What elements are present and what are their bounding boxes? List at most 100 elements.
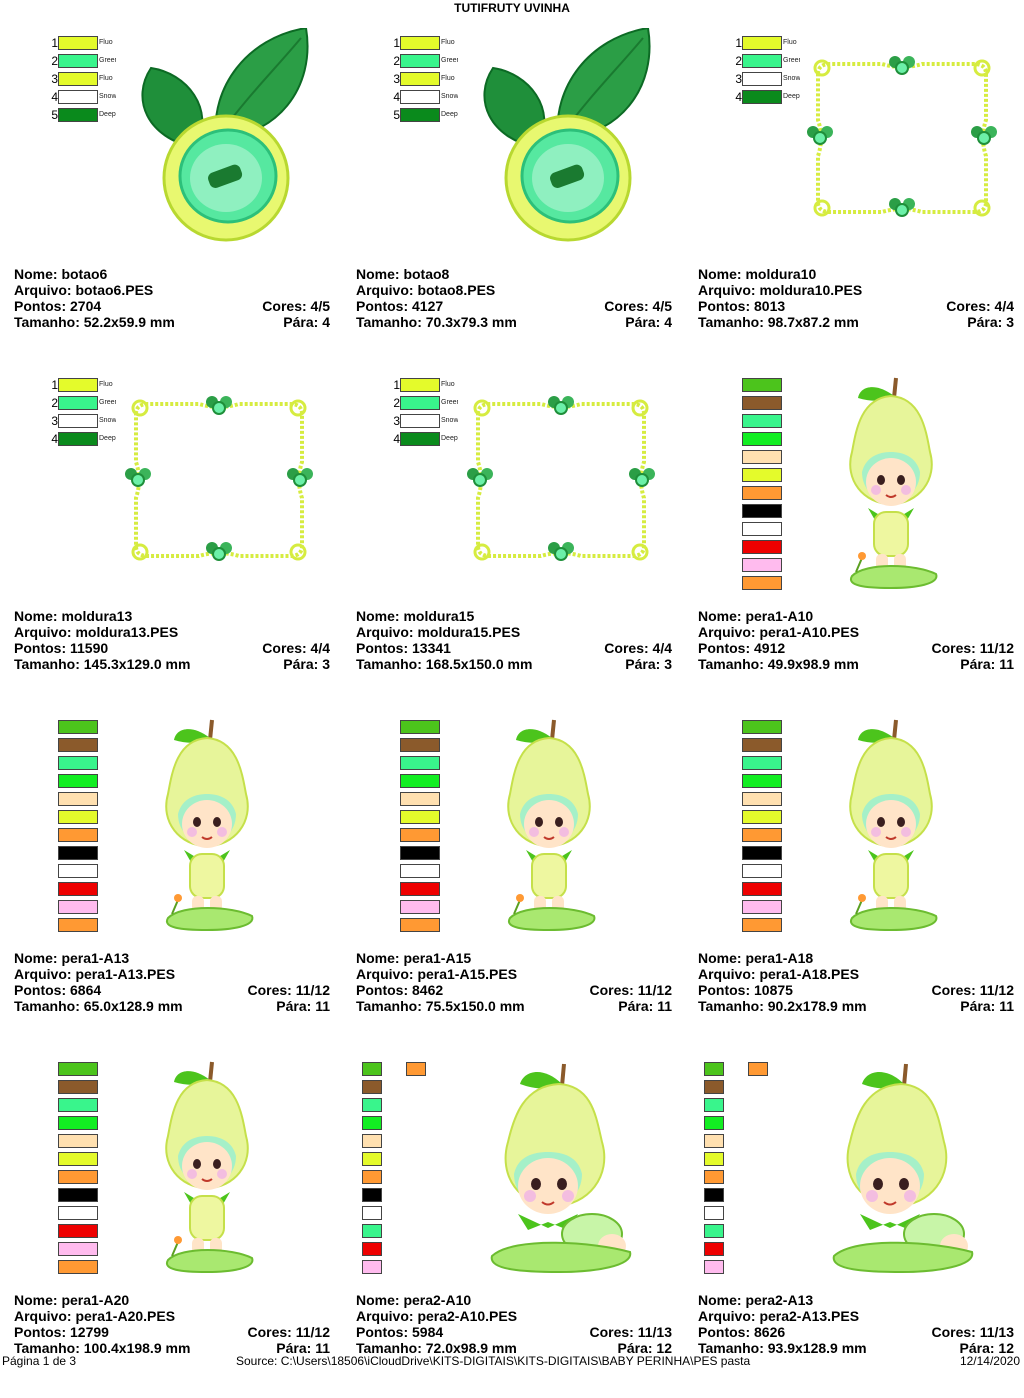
- design-colors: 11/12: [295, 1324, 330, 1340]
- colors-label: Cores:: [247, 982, 296, 998]
- swatch-color-box: [704, 1116, 724, 1130]
- swatch-number: 2: [393, 54, 400, 68]
- design-file: pera1-A18.PES: [759, 966, 860, 982]
- design-size: 49.9x98.9 mm: [767, 656, 859, 672]
- design-file: pera2-A10.PES: [417, 1308, 518, 1324]
- swatch-color-box: [742, 738, 782, 752]
- embroidery-preview: [836, 372, 946, 597]
- name-label: Nome:: [356, 266, 404, 282]
- file-label: Arquivo:: [698, 282, 760, 298]
- swatch-color-box: [362, 1080, 382, 1094]
- swatch-thread-label: Fluo: [783, 39, 797, 46]
- points-label: Pontos:: [356, 298, 412, 314]
- swatch-number: 3: [51, 414, 58, 428]
- swatch-color-box: [406, 1062, 426, 1076]
- size-label: Tamanho:: [14, 656, 84, 672]
- design-stops: 11: [315, 998, 330, 1014]
- points-label: Pontos:: [356, 1324, 412, 1340]
- swatch-thread-label: Snow: [99, 93, 116, 100]
- design-name: moldura13: [61, 608, 133, 624]
- swatch-thread-label: Fluo: [99, 39, 113, 46]
- design-size-row: Tamanho: 168.5x150.0 mm Pára: 3: [356, 656, 672, 672]
- swatch-color-box: [58, 792, 98, 806]
- swatch-color-box: [742, 882, 782, 896]
- swatch-color-box: [362, 1188, 382, 1202]
- stops-label: Pára:: [960, 656, 1000, 672]
- swatch-color-box: [58, 882, 98, 896]
- file-label: Arquivo:: [356, 624, 418, 640]
- design-info: Nome: pera2-A13 Arquivo: pera2-A13.PES Pon…: [698, 1292, 1014, 1356]
- name-label: Nome:: [698, 950, 746, 966]
- points-label: Pontos:: [14, 1324, 70, 1340]
- file-label: Arquivo:: [698, 1308, 760, 1324]
- colors-label: Cores:: [604, 640, 653, 656]
- file-label: Arquivo:: [14, 282, 76, 298]
- swatch-color-box: [742, 54, 782, 68]
- design-info: Nome: botao8 Arquivo: botao8.PES Pontos: 4…: [356, 266, 672, 330]
- swatch-color-box: [58, 1170, 98, 1184]
- design-colors: 11/12: [979, 982, 1014, 998]
- swatch-color-box: [400, 774, 440, 788]
- design-file-row: Arquivo: pera1-A13.PES: [14, 966, 330, 982]
- design-name: botao6: [61, 266, 108, 282]
- design-name: pera2-A13: [745, 1292, 814, 1308]
- swatch-color-box: [362, 1224, 382, 1238]
- design-size: 75.5x150.0 mm: [425, 998, 525, 1014]
- swatch-color-box: [704, 1206, 724, 1220]
- points-label: Pontos:: [698, 298, 754, 314]
- design-name: botao8: [403, 266, 450, 282]
- stops-label: Pára:: [276, 998, 316, 1014]
- swatch-color-box: [362, 1062, 382, 1076]
- swatch-color-box: [58, 738, 98, 752]
- file-label: Arquivo:: [356, 966, 418, 982]
- size-label: Tamanho:: [356, 656, 426, 672]
- design-card: Nome: pera1-A13 Arquivo: pera1-A13.PES Pon…: [14, 719, 344, 1056]
- design-stops: 3: [1006, 314, 1014, 330]
- swatch-thread-label: Deep: [783, 93, 800, 100]
- name-label: Nome:: [14, 608, 62, 624]
- swatch-color-box: [58, 72, 98, 86]
- embroidery-preview: [124, 392, 314, 573]
- swatch-color-box: [58, 414, 98, 428]
- swatch-color-box: [742, 720, 782, 734]
- design-name: pera1-A10: [745, 608, 814, 624]
- swatch-color-box: [400, 90, 440, 104]
- design-stops: 3: [664, 656, 672, 672]
- swatch-thread-label: Green: [441, 399, 458, 406]
- stops-label: Pára:: [625, 314, 665, 330]
- swatch-color-box: [742, 756, 782, 770]
- design-size-row: Tamanho: 98.7x87.2 mm Pára: 3: [698, 314, 1014, 330]
- swatch-color-box: [742, 72, 782, 86]
- swatch-number: 3: [393, 72, 400, 86]
- design-name: pera1-A13: [61, 950, 130, 966]
- stops-label: Pára:: [625, 656, 665, 672]
- design-name-row: Nome: pera2-A13: [698, 1292, 1014, 1308]
- swatch-thread-label: Fluo: [441, 39, 455, 46]
- design-stops: 11: [657, 998, 672, 1014]
- design-file: pera1-A15.PES: [417, 966, 518, 982]
- design-size: 70.3x79.3 mm: [425, 314, 517, 330]
- design-file: pera1-A10.PES: [759, 624, 860, 640]
- swatch-number: 5: [51, 108, 58, 122]
- stops-label: Pára:: [618, 998, 658, 1014]
- swatch-number: 4: [51, 432, 58, 446]
- swatch-color-box: [742, 378, 782, 392]
- design-card: Nome: pera1-A20 Arquivo: pera1-A20.PES Pon…: [14, 1061, 344, 1398]
- design-file: moldura13.PES: [75, 624, 179, 640]
- design-artwork: [141, 26, 309, 242]
- swatch-color-box: [704, 1260, 724, 1274]
- swatch-thread-label: Deep: [441, 111, 458, 118]
- size-label: Tamanho:: [698, 314, 768, 330]
- design-info: Nome: botao6 Arquivo: botao6.PES Pontos: 2…: [14, 266, 330, 330]
- design-points-row: Pontos: 8462 Cores: 11/12: [356, 982, 672, 998]
- swatch-color-box: [742, 774, 782, 788]
- design-points: 4127: [412, 298, 444, 314]
- design-name-row: Nome: pera1-A20: [14, 1292, 330, 1308]
- swatch-color-box: [58, 828, 98, 842]
- design-stops: 12: [656, 1340, 672, 1356]
- design-artwork: [507, 719, 596, 932]
- design-points-row: Pontos: 8013 Cores: 4/4: [698, 298, 1014, 314]
- points-label: Pontos:: [356, 640, 412, 656]
- colors-label: Cores:: [931, 982, 980, 998]
- embroidery-preview: [466, 392, 656, 573]
